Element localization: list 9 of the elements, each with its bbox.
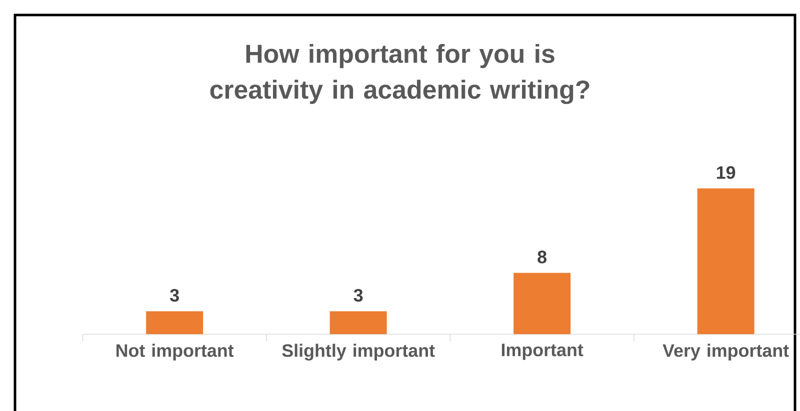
- chart-title: How important for you is creativity in academic writing?: [210, 44, 590, 104]
- x-tick-label: Slightly important: [282, 344, 435, 361]
- data-label: 19: [716, 166, 736, 179]
- data-label: 3: [170, 288, 179, 302]
- data-label: 3: [354, 288, 363, 302]
- x-tick-label: Important: [502, 344, 584, 360]
- x-tick-label: Not important: [116, 344, 234, 360]
- data-label: 8: [538, 250, 547, 264]
- x-tick-label: Very important: [662, 344, 789, 360]
